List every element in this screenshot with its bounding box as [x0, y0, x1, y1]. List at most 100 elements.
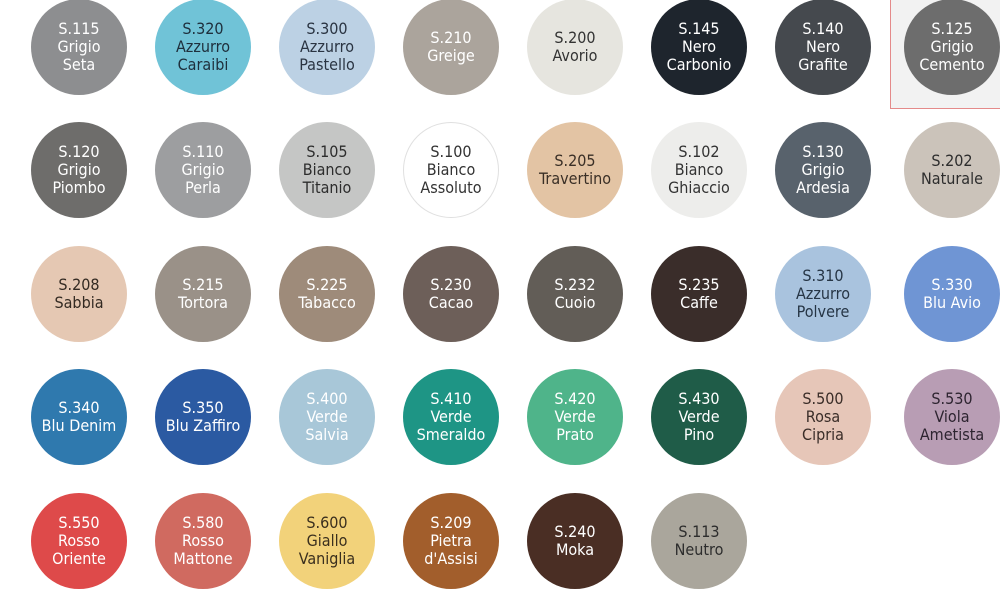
color-swatch-s100[interactable]: S.100 Bianco Assoluto	[403, 122, 499, 218]
swatch-code: S.140	[802, 19, 844, 38]
color-swatch-s410[interactable]: S.410 Verde Smeraldo	[403, 369, 499, 465]
swatch-code: S.115	[58, 19, 100, 38]
color-swatch-s340[interactable]: S.340 Blu Denim	[31, 369, 127, 465]
color-swatch-s120[interactable]: S.120 Grigio Piombo	[31, 122, 127, 218]
swatch-code: S.350	[182, 398, 224, 417]
swatch-code: S.102	[678, 142, 720, 161]
color-swatch-s210[interactable]: S.210 Greige	[403, 0, 499, 95]
color-swatch-s145[interactable]: S.145 Nero Carbonio	[651, 0, 747, 95]
color-swatch-s310[interactable]: S.310 Azzurro Polvere	[775, 246, 871, 342]
swatch-name-line: Salvia	[305, 425, 349, 444]
swatch-code: S.210	[430, 28, 472, 47]
swatch-name-line: Rosa	[805, 407, 841, 426]
swatch-cell-s300: S.300 Azzurro Pastello	[265, 0, 389, 109]
swatch-code: S.202	[931, 151, 973, 170]
swatch-name-line: Pastello	[299, 55, 355, 74]
swatch-name-line: Cipria	[802, 425, 844, 444]
color-swatch-s215[interactable]: S.215 Tortora	[155, 246, 251, 342]
color-swatch-s350[interactable]: S.350 Blu Zaffiro	[155, 369, 251, 465]
color-swatch-s208[interactable]: S.208 Sabbia	[31, 246, 127, 342]
swatch-name-line: Giallo	[306, 531, 348, 550]
swatch-code: S.209	[430, 513, 472, 532]
swatch-cell-s580: S.580 Rosso Mattone	[141, 479, 265, 603]
swatch-cell-s120: S.120 Grigio Piombo	[17, 108, 141, 232]
color-swatch-s430[interactable]: S.430 Verde Pino	[651, 369, 747, 465]
color-swatch-s205[interactable]: S.205 Travertino	[527, 122, 623, 218]
swatch-cell-s600: S.600 Giallo Vaniglia	[265, 479, 389, 603]
color-swatch-s530[interactable]: S.530 Viola Ametista	[904, 369, 1000, 465]
swatch-cell-s235: S.235 Caffe	[637, 232, 761, 356]
color-swatch-s125[interactable]: S.125 Grigio Cemento	[904, 0, 1000, 95]
swatch-name-line: Mattone	[173, 549, 233, 568]
color-swatch-s110[interactable]: S.110 Grigio Perla	[155, 122, 251, 218]
swatch-cell-s500: S.500 Rosa Cipria	[761, 355, 885, 479]
color-swatch-s225[interactable]: S.225 Tabacco	[279, 246, 375, 342]
color-swatch-s202[interactable]: S.202 Naturale	[904, 122, 1000, 218]
swatch-cell-s232: S.232 Cuoio	[513, 232, 637, 356]
swatch-name-line: Blu Avio	[923, 293, 981, 312]
swatch-code: S.113	[678, 522, 720, 541]
swatch-code: S.130	[802, 142, 844, 161]
swatch-cell-s208: S.208 Sabbia	[17, 232, 141, 356]
swatch-code: S.340	[58, 398, 100, 417]
color-swatch-s235[interactable]: S.235 Caffe	[651, 246, 747, 342]
color-swatch-s500[interactable]: S.500 Rosa Cipria	[775, 369, 871, 465]
swatch-code: S.120	[58, 142, 100, 161]
swatch-cell-s430: S.430 Verde Pino	[637, 355, 761, 479]
color-swatch-s232[interactable]: S.232 Cuoio	[527, 246, 623, 342]
swatch-cell-s530: S.530 Viola Ametista	[890, 355, 1000, 479]
swatch-cell-s205: S.205 Travertino	[513, 108, 637, 232]
swatch-name-line: Grigio	[930, 37, 974, 56]
swatch-name-line: Smeraldo	[416, 425, 486, 444]
color-swatch-s115[interactable]: S.115 Grigio Seta	[31, 0, 127, 95]
swatch-name-line: Rosso	[58, 531, 100, 550]
color-swatch-s550[interactable]: S.550 Rosso Oriente	[31, 493, 127, 589]
swatch-name-line: Pino	[683, 425, 715, 444]
swatch-code: S.320	[182, 19, 224, 38]
swatch-cell-s240: S.240 Moka	[513, 479, 637, 603]
color-swatch-s102[interactable]: S.102 Bianco Ghiaccio	[651, 122, 747, 218]
swatch-cell-s110: S.110 Grigio Perla	[141, 108, 265, 232]
color-swatch-s420[interactable]: S.420 Verde Prato	[527, 369, 623, 465]
color-swatch-s320[interactable]: S.320 Azzurro Caraibi	[155, 0, 251, 95]
swatch-cell-s225: S.225 Tabacco	[265, 232, 389, 356]
swatch-name-line: Greige	[427, 46, 475, 65]
swatch-name-line: Grafite	[798, 55, 848, 74]
swatch-code: S.235	[678, 275, 720, 294]
swatch-name-line: Sabbia	[54, 293, 104, 312]
swatch-name-line: Perla	[185, 178, 221, 197]
color-swatch-s113[interactable]: S.113 Neutro	[651, 493, 747, 589]
color-swatch-s330[interactable]: S.330 Blu Avio	[904, 246, 1000, 342]
swatch-name-line: Rosso	[182, 531, 224, 550]
swatch-code: S.225	[306, 275, 348, 294]
color-swatch-s230[interactable]: S.230 Cacao	[403, 246, 499, 342]
color-swatch-s209[interactable]: S.209 Pietra d'Assisi	[403, 493, 499, 589]
color-swatch-s240[interactable]: S.240 Moka	[527, 493, 623, 589]
swatch-code: S.430	[678, 389, 720, 408]
color-swatch-s400[interactable]: S.400 Verde Salvia	[279, 369, 375, 465]
swatch-name-line: Cemento	[919, 55, 985, 74]
swatch-name-line: Seta	[62, 55, 96, 74]
color-swatch-s105[interactable]: S.105 Bianco Titanio	[279, 122, 375, 218]
swatch-cell-s102: S.102 Bianco Ghiaccio	[637, 108, 761, 232]
swatch-name-line: Caffe	[680, 293, 718, 312]
swatch-code: S.410	[430, 389, 472, 408]
swatch-name-line: Verde	[554, 407, 596, 426]
color-swatch-s140[interactable]: S.140 Nero Grafite	[775, 0, 871, 95]
swatch-name-line: Moka	[555, 540, 595, 559]
swatch-code: S.230	[430, 275, 472, 294]
color-swatch-s130[interactable]: S.130 Grigio Ardesia	[775, 122, 871, 218]
swatch-name-line: Ametista	[919, 425, 985, 444]
color-swatch-s200[interactable]: S.200 Avorio	[527, 0, 623, 95]
color-swatch-s600[interactable]: S.600 Giallo Vaniglia	[279, 493, 375, 589]
color-swatch-s580[interactable]: S.580 Rosso Mattone	[155, 493, 251, 589]
swatch-name-line: Prato	[556, 425, 594, 444]
swatch-name-line: Assoluto	[420, 178, 482, 197]
swatch-name-line: Grigio	[57, 37, 101, 56]
swatch-name-line: Cuoio	[554, 293, 596, 312]
swatch-code: S.600	[306, 513, 348, 532]
swatch-name-line: Tortora	[178, 293, 228, 312]
swatch-code: S.215	[182, 275, 224, 294]
color-swatch-s300[interactable]: S.300 Azzurro Pastello	[279, 0, 375, 95]
swatch-name-line: Blu Zaffiro	[165, 416, 241, 435]
